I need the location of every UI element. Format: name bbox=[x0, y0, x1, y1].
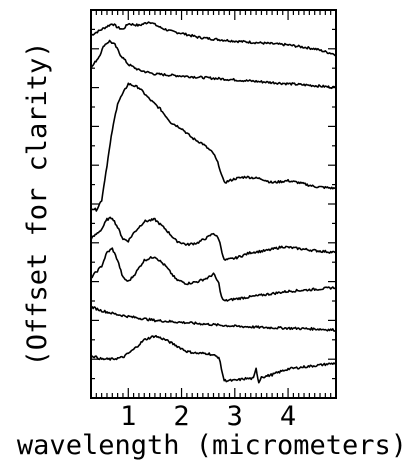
plot-frame bbox=[90, 9, 337, 399]
spectrum-line-7 bbox=[90, 334, 337, 384]
spectrum-line-4 bbox=[90, 216, 337, 261]
spectrum-line-6 bbox=[90, 305, 337, 332]
x-tick-label: 1 bbox=[120, 401, 136, 432]
x-tick-label: 4 bbox=[280, 401, 296, 432]
spectrum-line-2 bbox=[90, 39, 337, 90]
spectra-series bbox=[90, 21, 337, 384]
spectrum-line-1 bbox=[90, 21, 337, 57]
axis-ticks bbox=[91, 9, 336, 399]
spectrum-line-5 bbox=[90, 247, 337, 302]
x-tick-label: 2 bbox=[173, 401, 189, 432]
spectrum-line-3 bbox=[90, 82, 337, 212]
x-axis-label: wavelength (micrometers) bbox=[17, 430, 407, 461]
y-axis-label: (Offset for clarity) bbox=[22, 41, 53, 366]
x-tick-labels: 1 2 3 4 bbox=[120, 401, 296, 432]
x-tick-label: 3 bbox=[227, 401, 243, 432]
